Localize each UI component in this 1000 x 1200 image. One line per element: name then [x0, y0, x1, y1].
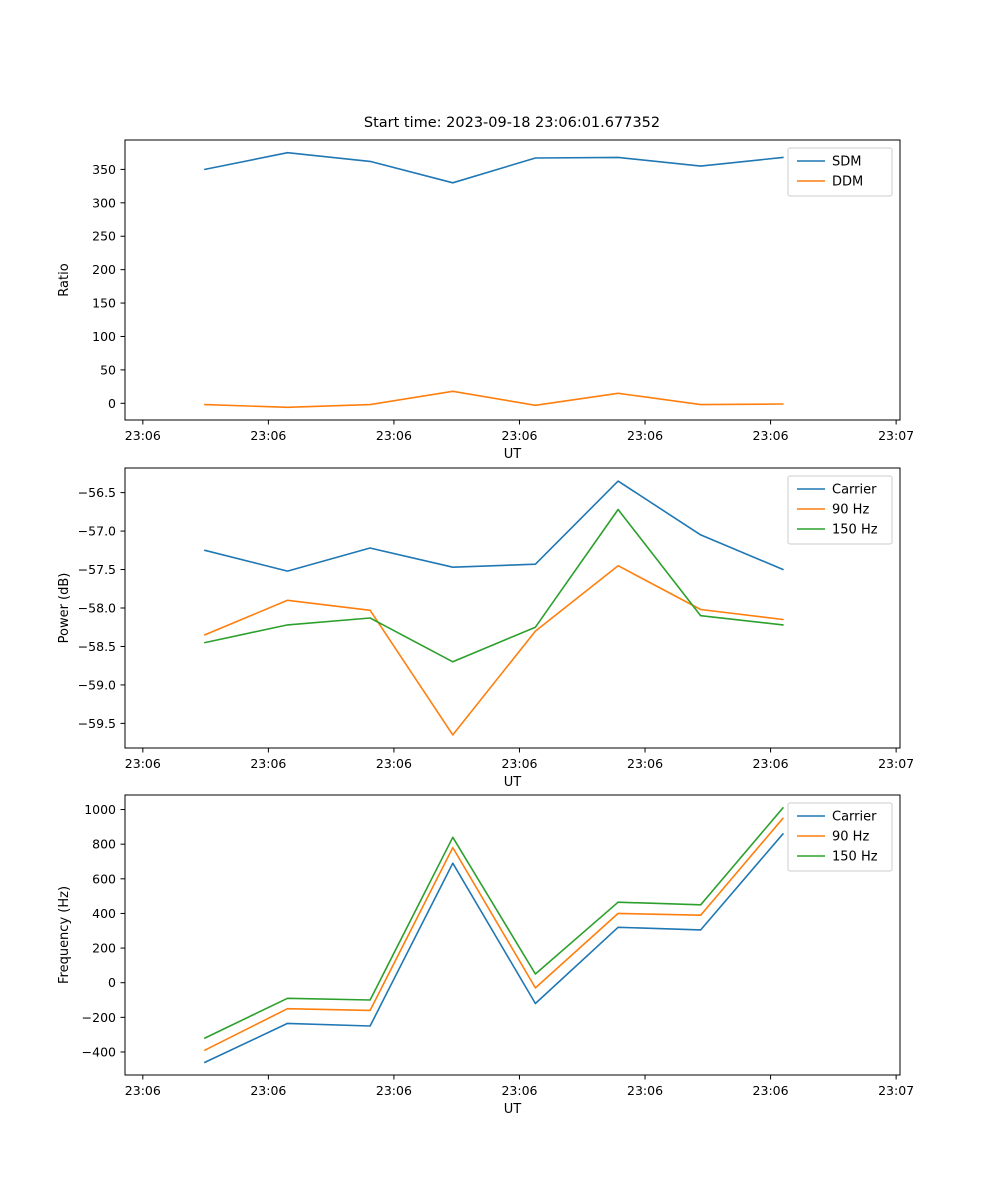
legend-box — [787, 147, 893, 197]
frequency-series-line-carrier — [204, 832, 784, 1064]
y-tick-label: 200 — [92, 941, 116, 956]
power-series-line-carrier — [204, 480, 784, 572]
x-tick-label: 23:06 — [125, 428, 161, 443]
power-axes-frame — [124, 467, 901, 749]
frequency-axes-frame — [124, 794, 901, 1076]
ratio-legend: SDM DDM — [787, 147, 893, 197]
y-tick-label: 400 — [92, 906, 116, 921]
x-tick-label: 23:06 — [627, 428, 663, 443]
x-tick-label: 23:06 — [250, 1083, 286, 1098]
legend-label: Carrier — [832, 483, 877, 498]
frequency-chart: −400 −200 0 200 400 600 800 1000 23:06 23:06 23:06… — [57, 794, 914, 1117]
x-tick-label: 23:06 — [376, 428, 412, 443]
legend-label: 150 Hz — [832, 850, 878, 865]
legend-label: Carrier — [832, 810, 877, 825]
power-legend: Carrier 90 Hz 150 Hz — [787, 475, 893, 545]
y-tick-label: −57.5 — [78, 562, 116, 577]
legend-label: 90 Hz — [832, 830, 869, 845]
power-ylabel: Power (dB) — [57, 573, 72, 644]
y-tick-label: 350 — [92, 162, 116, 177]
power-xlabel: UT — [504, 775, 522, 790]
frequency-ylabel: Frequency (Hz) — [57, 886, 72, 984]
x-tick-label: 23:06 — [250, 756, 286, 771]
x-tick-label: 23:07 — [878, 1083, 914, 1098]
y-tick-label: 300 — [92, 195, 116, 210]
legend-box — [787, 475, 893, 545]
x-tick-label: 23:06 — [627, 1083, 663, 1098]
x-tick-label: 23:06 — [501, 756, 537, 771]
power-series-line-90-hz — [204, 564, 784, 736]
y-tick-label: −57.0 — [78, 524, 116, 539]
y-tick-label: 600 — [92, 871, 116, 886]
power-chart: −59.5 −59.0 −58.5 −58.0 −57.5 −57.0 −56.5 23:06… — [57, 467, 914, 790]
x-tick-label: 23:07 — [878, 756, 914, 771]
y-tick-label: 50 — [100, 362, 116, 377]
y-tick-label: 0 — [108, 396, 116, 411]
y-tick-label: −59.5 — [78, 716, 116, 731]
legend-label: 90 Hz — [832, 503, 869, 518]
figure-title: Start time: 2023-09-18 23:06:01.677352 — [364, 115, 660, 131]
y-tick-label: 250 — [92, 229, 116, 244]
frequency-series-line-150-hz — [204, 806, 784, 1039]
x-tick-label: 23:06 — [501, 1083, 537, 1098]
y-tick-label: 1000 — [84, 802, 116, 817]
y-tick-label: 800 — [92, 837, 116, 852]
legend-box — [787, 802, 893, 872]
x-tick-label: 23:06 — [753, 428, 789, 443]
y-tick-label: 200 — [92, 262, 116, 277]
y-tick-label: −58.0 — [78, 601, 116, 616]
x-tick-label: 23:06 — [627, 756, 663, 771]
y-tick-label: 0 — [108, 975, 116, 990]
x-tick-label: 23:06 — [376, 756, 412, 771]
x-tick-label: 23:06 — [250, 428, 286, 443]
x-tick-label: 23:06 — [501, 428, 537, 443]
frequency-legend: Carrier 90 Hz 150 Hz — [787, 802, 893, 872]
frequency-xlabel: UT — [504, 1102, 522, 1117]
legend-label: 150 Hz — [832, 523, 878, 538]
power-series-line-150-hz — [204, 508, 784, 663]
frequency-series-line-90-hz — [204, 817, 784, 1051]
y-tick-label: −56.5 — [78, 485, 116, 500]
x-tick-label: 23:06 — [753, 756, 789, 771]
ratio-chart: 0 50 100 150 200 250 300 350 23:06 23:06 23:06 23:0… — [57, 139, 914, 462]
legend-label: DDM — [832, 175, 863, 190]
y-tick-label: 100 — [92, 329, 116, 344]
ratio-ylabel: Ratio — [57, 263, 72, 296]
x-tick-label: 23:06 — [125, 1083, 161, 1098]
y-tick-label: −200 — [82, 1010, 116, 1025]
legend-label: SDM — [832, 155, 861, 170]
ratio-series-line-ddm — [204, 390, 784, 409]
y-tick-label: −400 — [82, 1044, 116, 1059]
ratio-axes-frame — [124, 139, 901, 421]
x-tick-label: 23:06 — [376, 1083, 412, 1098]
x-tick-label: 23:06 — [753, 1083, 789, 1098]
ratio-series-line-sdm — [204, 151, 784, 184]
y-tick-label: −59.0 — [78, 677, 116, 692]
y-tick-label: 150 — [92, 296, 116, 311]
x-tick-label: 23:06 — [125, 756, 161, 771]
ratio-xlabel: UT — [504, 447, 522, 462]
y-tick-label: −58.5 — [78, 639, 116, 654]
x-tick-label: 23:07 — [878, 428, 914, 443]
